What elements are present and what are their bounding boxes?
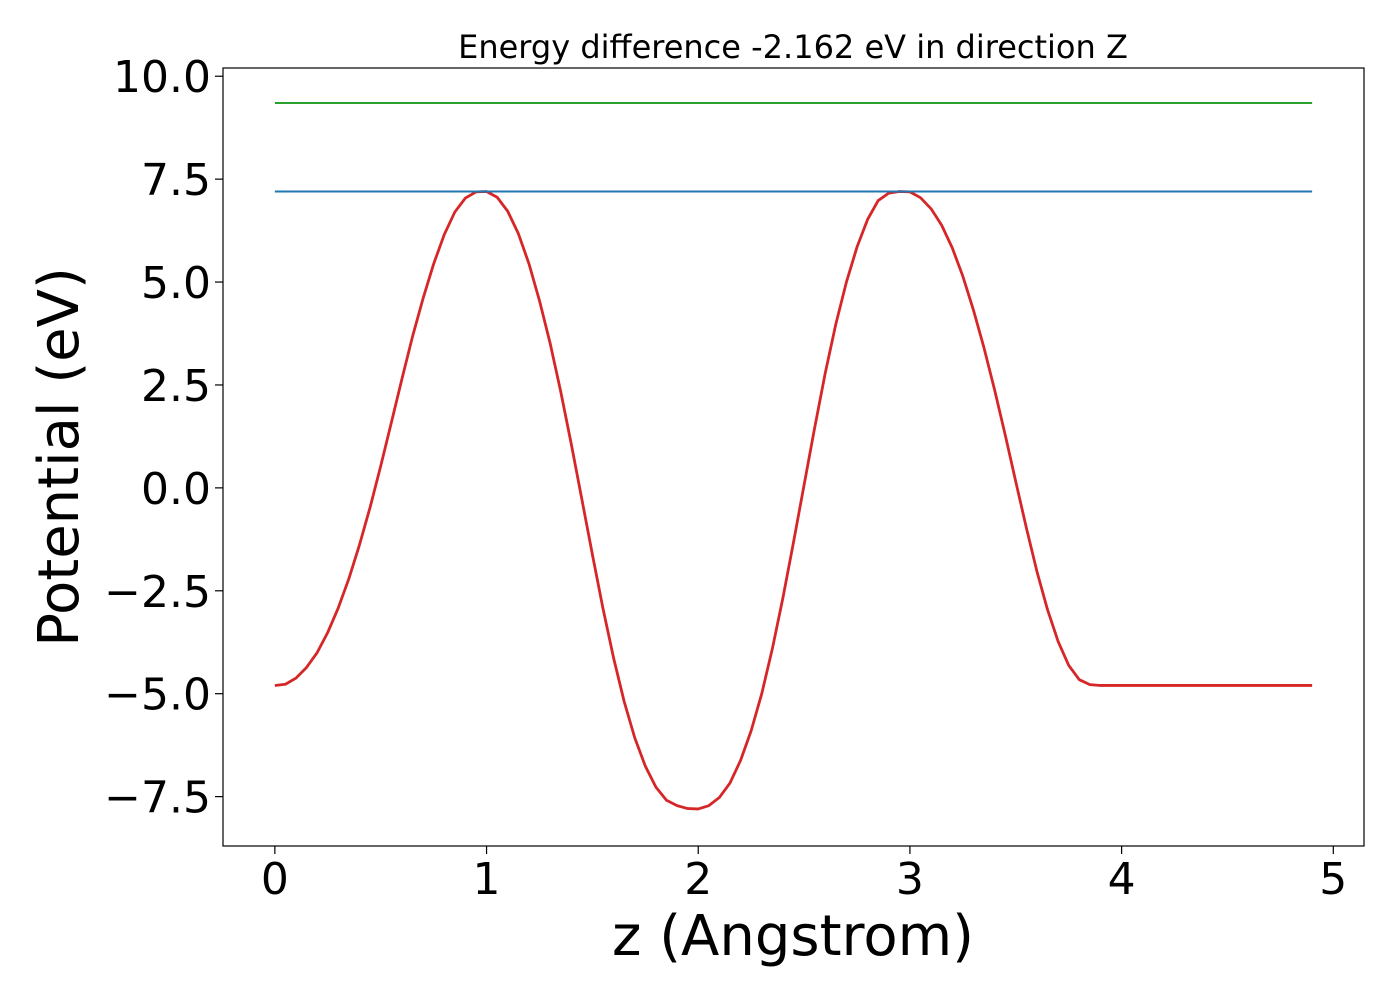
y-ticks: −7.5 −5.0 −2.5 0.0 2.5 5.0 7.5 10.0 bbox=[104, 52, 223, 824]
potential-curve bbox=[274, 190, 1313, 811]
y-tick-label: −5.0 bbox=[104, 670, 211, 721]
y-tick-label: 2.5 bbox=[141, 361, 211, 412]
y-tick-label: −7.5 bbox=[104, 773, 211, 824]
y-tick-label: −2.5 bbox=[104, 567, 211, 618]
x-tick-label: 3 bbox=[896, 854, 924, 905]
y-tick-label: 7.5 bbox=[141, 155, 211, 206]
x-tick-label: 1 bbox=[473, 854, 501, 905]
series-layer bbox=[274, 101, 1313, 811]
y-tick-label: 0.0 bbox=[141, 464, 211, 515]
x-ticks: 0 1 2 3 4 5 bbox=[261, 846, 1347, 905]
y-tick-label: 10.0 bbox=[113, 52, 211, 103]
chart-title: Energy difference -2.162 eV in direction… bbox=[458, 28, 1128, 66]
y-tick-label: 5.0 bbox=[141, 258, 211, 309]
x-tick-label: 5 bbox=[1319, 854, 1347, 905]
plot-frame bbox=[222, 67, 1365, 847]
x-tick-label: 0 bbox=[261, 854, 289, 905]
y-axis-label: Potential (eV) bbox=[27, 267, 92, 647]
x-axis-label: z (Angstrom) bbox=[612, 904, 974, 969]
x-tick-label: 4 bbox=[1108, 854, 1136, 905]
x-tick-label: 2 bbox=[684, 854, 712, 905]
